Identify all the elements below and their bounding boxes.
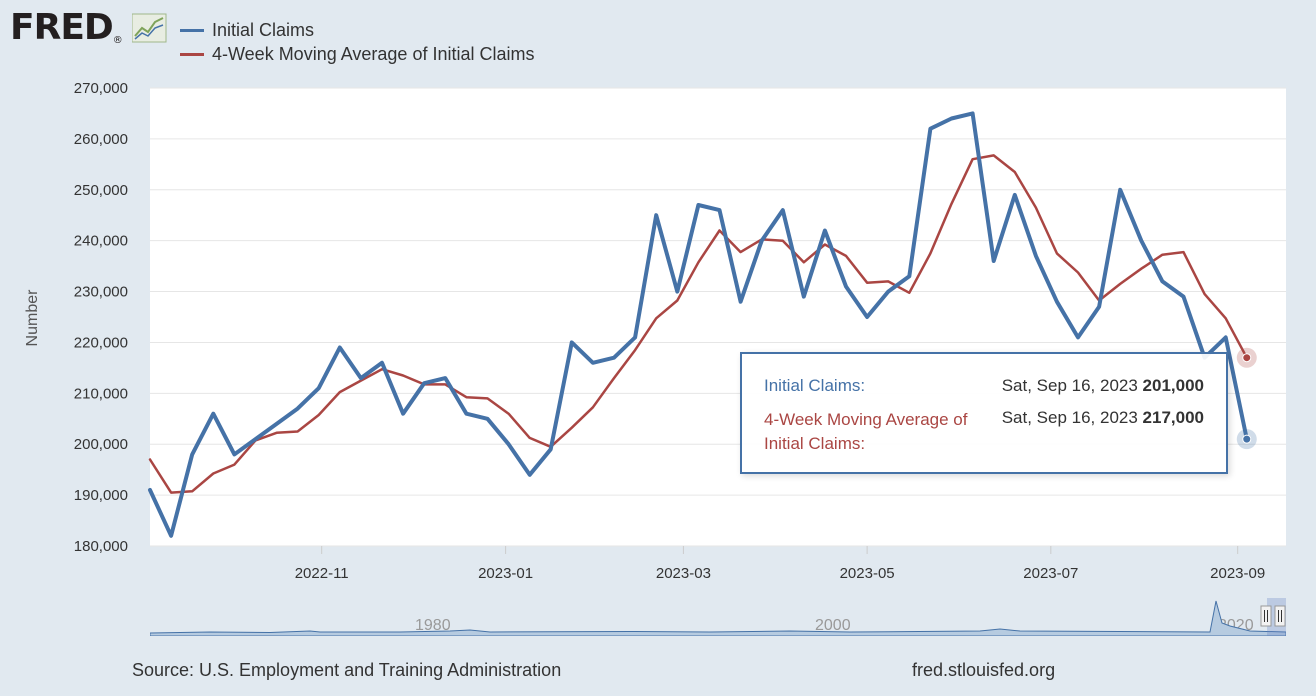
x-tick-label: 2023-05 xyxy=(840,565,895,582)
y-tick-label: 220,000 xyxy=(74,334,128,351)
fred-logo-text: FRED xyxy=(10,7,114,48)
fred-logo[interactable]: FRED® xyxy=(10,7,123,48)
y-tick-label: 250,000 xyxy=(74,182,128,199)
legend-swatch-moving-average xyxy=(180,52,204,56)
line-chart: 180,000 190,000 200,000 210,000 220,000 230,0… xyxy=(24,80,1286,582)
hover-marker-moving-average[interactable] xyxy=(1242,353,1252,363)
navigator-left-handle[interactable] xyxy=(1260,605,1272,627)
series-line-moving-average[interactable] xyxy=(148,154,1249,494)
navigator-right-handle[interactable] xyxy=(1274,605,1286,627)
fred-chart-icon xyxy=(132,13,167,43)
registered-mark: ® xyxy=(112,35,123,46)
tooltip-value-moving-average: Sat, Sep 16, 2023 217,000 xyxy=(1002,408,1204,456)
navigator-label-2000: 2000 xyxy=(815,617,851,634)
y-tick-label: 200,000 xyxy=(74,436,128,453)
y-tick-label: 260,000 xyxy=(74,131,128,148)
y-tick-label: 270,000 xyxy=(74,80,128,97)
x-tick-label: 2023-07 xyxy=(1023,565,1078,582)
tooltip-date-moving-average: Sat, Sep 16, 2023 xyxy=(1001,408,1138,427)
navigator-label-1980: 1980 xyxy=(415,617,451,634)
range-navigator[interactable]: 1980 2000 2020 xyxy=(150,598,1286,636)
y-tick-label: 240,000 xyxy=(74,233,128,250)
tooltip-label-initial-claims: Initial Claims: xyxy=(764,376,866,395)
chart-legend: Initial Claims 4-Week Moving Average of … xyxy=(180,18,534,66)
tooltip-value-initial-claims: Sat, Sep 16, 2023 201,000 xyxy=(1002,376,1204,396)
legend-label-moving-average: 4-Week Moving Average of Initial Claims xyxy=(212,43,535,64)
legend-item-initial-claims[interactable]: Initial Claims xyxy=(180,18,534,42)
x-tick-label: 2023-01 xyxy=(478,565,533,582)
tooltip-date-initial-claims: Sat, Sep 16, 2023 xyxy=(1001,376,1138,395)
tooltip-label-moving-average: 4-Week Moving Average of Initial Claims: xyxy=(764,410,968,453)
y-tick-label: 190,000 xyxy=(74,487,128,504)
series-line-initial-claims[interactable] xyxy=(148,111,1249,538)
hover-marker-initial-claims[interactable] xyxy=(1242,434,1252,444)
x-tick-label: 2023-03 xyxy=(656,565,711,582)
source-note: Source: U.S. Employment and Training Adm… xyxy=(132,660,562,680)
legend-item-moving-average[interactable]: 4-Week Moving Average of Initial Claims xyxy=(180,42,534,66)
tooltip-number-initial-claims: 201,000 xyxy=(1142,376,1204,395)
data-tooltip: Initial Claims: Sat, Sep 16, 2023 201,00… xyxy=(740,352,1228,474)
y-tick-label: 230,000 xyxy=(74,284,128,301)
y-tick-label: 210,000 xyxy=(74,385,128,402)
tooltip-number-moving-average: 217,000 xyxy=(1142,408,1204,427)
legend-swatch-initial-claims xyxy=(180,28,204,32)
y-axis-title: Number xyxy=(24,289,41,347)
navigator-series-area xyxy=(150,600,1286,636)
x-tick-label: 2023-09 xyxy=(1210,565,1265,582)
x-tick-label: 2022-11 xyxy=(295,565,349,582)
y-tick-label: 180,000 xyxy=(74,538,128,555)
fred-url-link[interactable]: fred.stlouisfed.org xyxy=(912,660,1056,680)
legend-label-initial-claims: Initial Claims xyxy=(212,19,315,40)
